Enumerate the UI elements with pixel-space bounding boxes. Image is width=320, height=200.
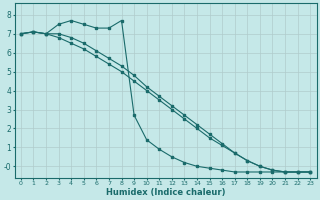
X-axis label: Humidex (Indice chaleur): Humidex (Indice chaleur) [106, 188, 225, 197]
